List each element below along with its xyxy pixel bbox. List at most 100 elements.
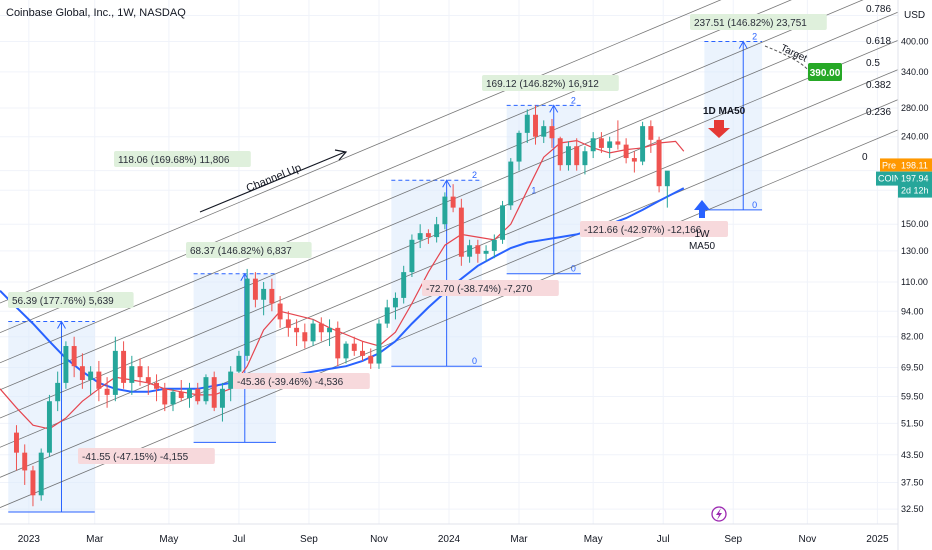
candle-body: [318, 323, 324, 333]
candle-body: [112, 350, 118, 395]
candle-body: [219, 388, 225, 408]
candle-body: [508, 161, 514, 206]
fib-level-label: 0.786: [866, 4, 891, 15]
measure-arrow-head: [57, 320, 66, 329]
x-tick-label: 2025: [866, 534, 889, 545]
range-up-label-bg: [186, 242, 312, 258]
candle-body: [170, 391, 176, 405]
candle-body: [121, 350, 127, 383]
range-up-label-bg: [690, 14, 827, 30]
fib-level-label: 0: [862, 152, 868, 163]
candle-body: [310, 323, 316, 342]
currency-label: USD: [904, 10, 925, 21]
box-zero-label: 0: [752, 200, 757, 210]
y-tick-label: 240.00: [901, 132, 929, 142]
measure-arrow-head: [549, 104, 559, 113]
fib-level-label: 0.618: [866, 36, 891, 47]
candle: [46, 394, 52, 457]
candle-body: [343, 343, 349, 359]
range-up-label-bg: [114, 151, 251, 167]
channel-arrow: [199, 151, 346, 213]
x-tick-label: Nov: [798, 534, 816, 545]
candle-body: [368, 355, 374, 364]
candle-body: [30, 470, 36, 496]
candle: [458, 198, 464, 266]
candle-body: [450, 196, 456, 208]
candle: [219, 382, 225, 422]
channel-arrow-head: [334, 149, 348, 161]
candle: [640, 121, 646, 166]
candle: [524, 109, 530, 144]
channel-line: [0, 11, 899, 391]
channel-line: [0, 129, 899, 508]
candle-body: [38, 452, 44, 496]
candle-body: [252, 278, 258, 300]
candle: [112, 336, 118, 402]
candle: [384, 299, 390, 328]
candle: [500, 200, 506, 244]
candle: [376, 319, 382, 369]
candle: [409, 234, 415, 277]
candle: [170, 388, 176, 412]
candle: [129, 355, 135, 395]
candle: [483, 245, 489, 262]
box-two-label: 2: [752, 32, 757, 42]
candle: [88, 366, 94, 395]
candle: [294, 319, 300, 347]
candle: [607, 136, 613, 159]
candle: [615, 120, 621, 150]
candle-body: [425, 233, 431, 238]
candle-body: [392, 297, 398, 308]
lightning-icon[interactable]: [711, 506, 727, 522]
candle: [211, 371, 217, 412]
y-tick-label: 150.00: [901, 219, 929, 229]
candle-body: [541, 126, 547, 137]
candle-body: [533, 114, 538, 137]
last-price-bg: [898, 171, 932, 198]
candle-body: [483, 250, 489, 254]
candle-body: [178, 391, 184, 399]
candle-body: [590, 138, 596, 152]
candle-body: [269, 288, 275, 304]
candle-body: [63, 346, 69, 383]
x-tick-label: Nov: [370, 534, 388, 545]
candle-body: [598, 138, 604, 148]
candle-body: [417, 233, 423, 240]
candle-body: [46, 401, 52, 453]
channel-line: [0, 0, 864, 364]
candle: [392, 292, 398, 320]
candle-body: [442, 196, 448, 225]
candle: [360, 341, 365, 361]
candle: [656, 136, 662, 193]
candle: [442, 192, 448, 230]
candle: [79, 353, 85, 389]
lightning-glyph: [716, 508, 722, 520]
ma-1w-label: 1W: [695, 229, 711, 240]
candle: [178, 379, 184, 402]
candle: [261, 282, 267, 316]
candle: [335, 321, 341, 367]
candle-body: [335, 327, 341, 359]
candle: [302, 323, 308, 349]
candle: [467, 239, 473, 263]
candle-body: [145, 377, 151, 383]
candle-body: [137, 366, 143, 378]
candle-body: [384, 307, 390, 324]
range-up-label: 237.51 (146.82%) 23,751: [694, 18, 807, 29]
candle-body: [277, 303, 283, 320]
range-up-label-bg: [8, 292, 134, 308]
candle-body: [500, 205, 506, 240]
chart-title: Coinbase Global, Inc., 1W, NASDAQ: [6, 7, 186, 19]
candle-body: [360, 350, 365, 356]
candle-body: [154, 382, 160, 389]
range-up-label: 118.06 (169.68%) 11,806: [118, 155, 230, 166]
candle: [565, 141, 571, 171]
candle-body: [434, 224, 440, 238]
y-tick-label: 94.00: [901, 306, 924, 316]
candle-body: [211, 377, 217, 408]
x-tick-label: May: [584, 534, 603, 545]
x-tick-label: Mar: [510, 534, 528, 545]
y-tick-label: 69.50: [901, 363, 924, 373]
box-two-label: 2: [571, 95, 576, 105]
